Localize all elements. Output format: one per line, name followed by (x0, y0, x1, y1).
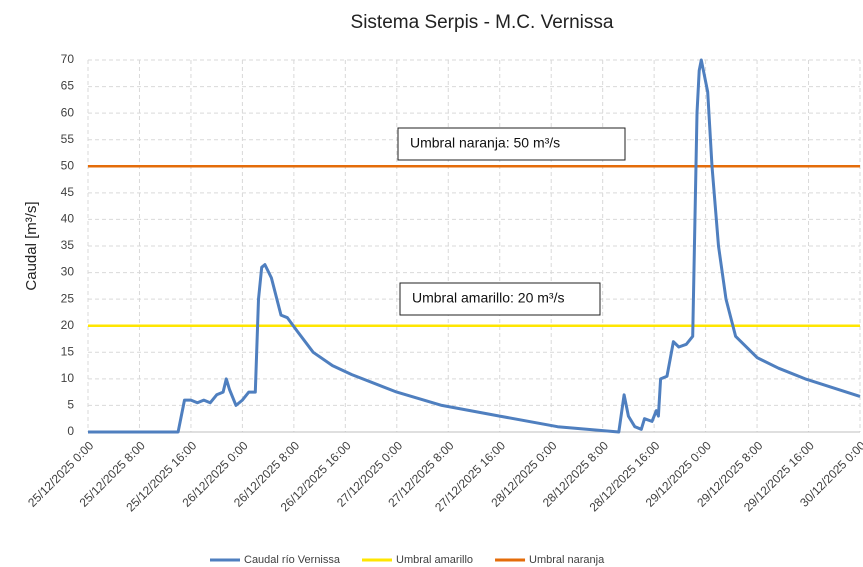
annotation-box (399, 282, 601, 316)
legend-label: Umbral naranja (529, 554, 605, 566)
y-tick-label: 50 (61, 158, 75, 172)
annotation: Umbral naranja: 50 m³/s (410, 135, 560, 151)
y-axis-label: Caudal [m³/s] (23, 201, 40, 290)
y-tick-label: 55 (61, 132, 75, 146)
y-tick-label: 25 (61, 291, 75, 305)
y-tick-label: 30 (61, 265, 75, 279)
annotation-box (397, 127, 626, 161)
y-tick-label: 15 (61, 344, 75, 358)
y-tick-label: 60 (61, 105, 75, 119)
y-tick-label: 40 (61, 212, 75, 226)
y-tick-label: 45 (61, 185, 75, 199)
y-tick-label: 65 (61, 79, 75, 93)
y-tick-label: 5 (67, 398, 74, 412)
legend-label: Caudal río Vernissa (244, 554, 341, 566)
annotation: Umbral amarillo: 20 m³/s (412, 290, 564, 306)
legend-label: Umbral amarillo (396, 554, 473, 566)
y-tick-label: 10 (61, 371, 75, 385)
series-line (88, 58, 861, 434)
chart-title: Sistema Serpis - M.C. Vernissa (351, 12, 614, 33)
y-tick-label: 0 (67, 424, 74, 438)
y-tick-label: 20 (61, 318, 75, 332)
y-tick-label: 70 (61, 52, 75, 66)
y-tick-label: 35 (61, 238, 75, 252)
